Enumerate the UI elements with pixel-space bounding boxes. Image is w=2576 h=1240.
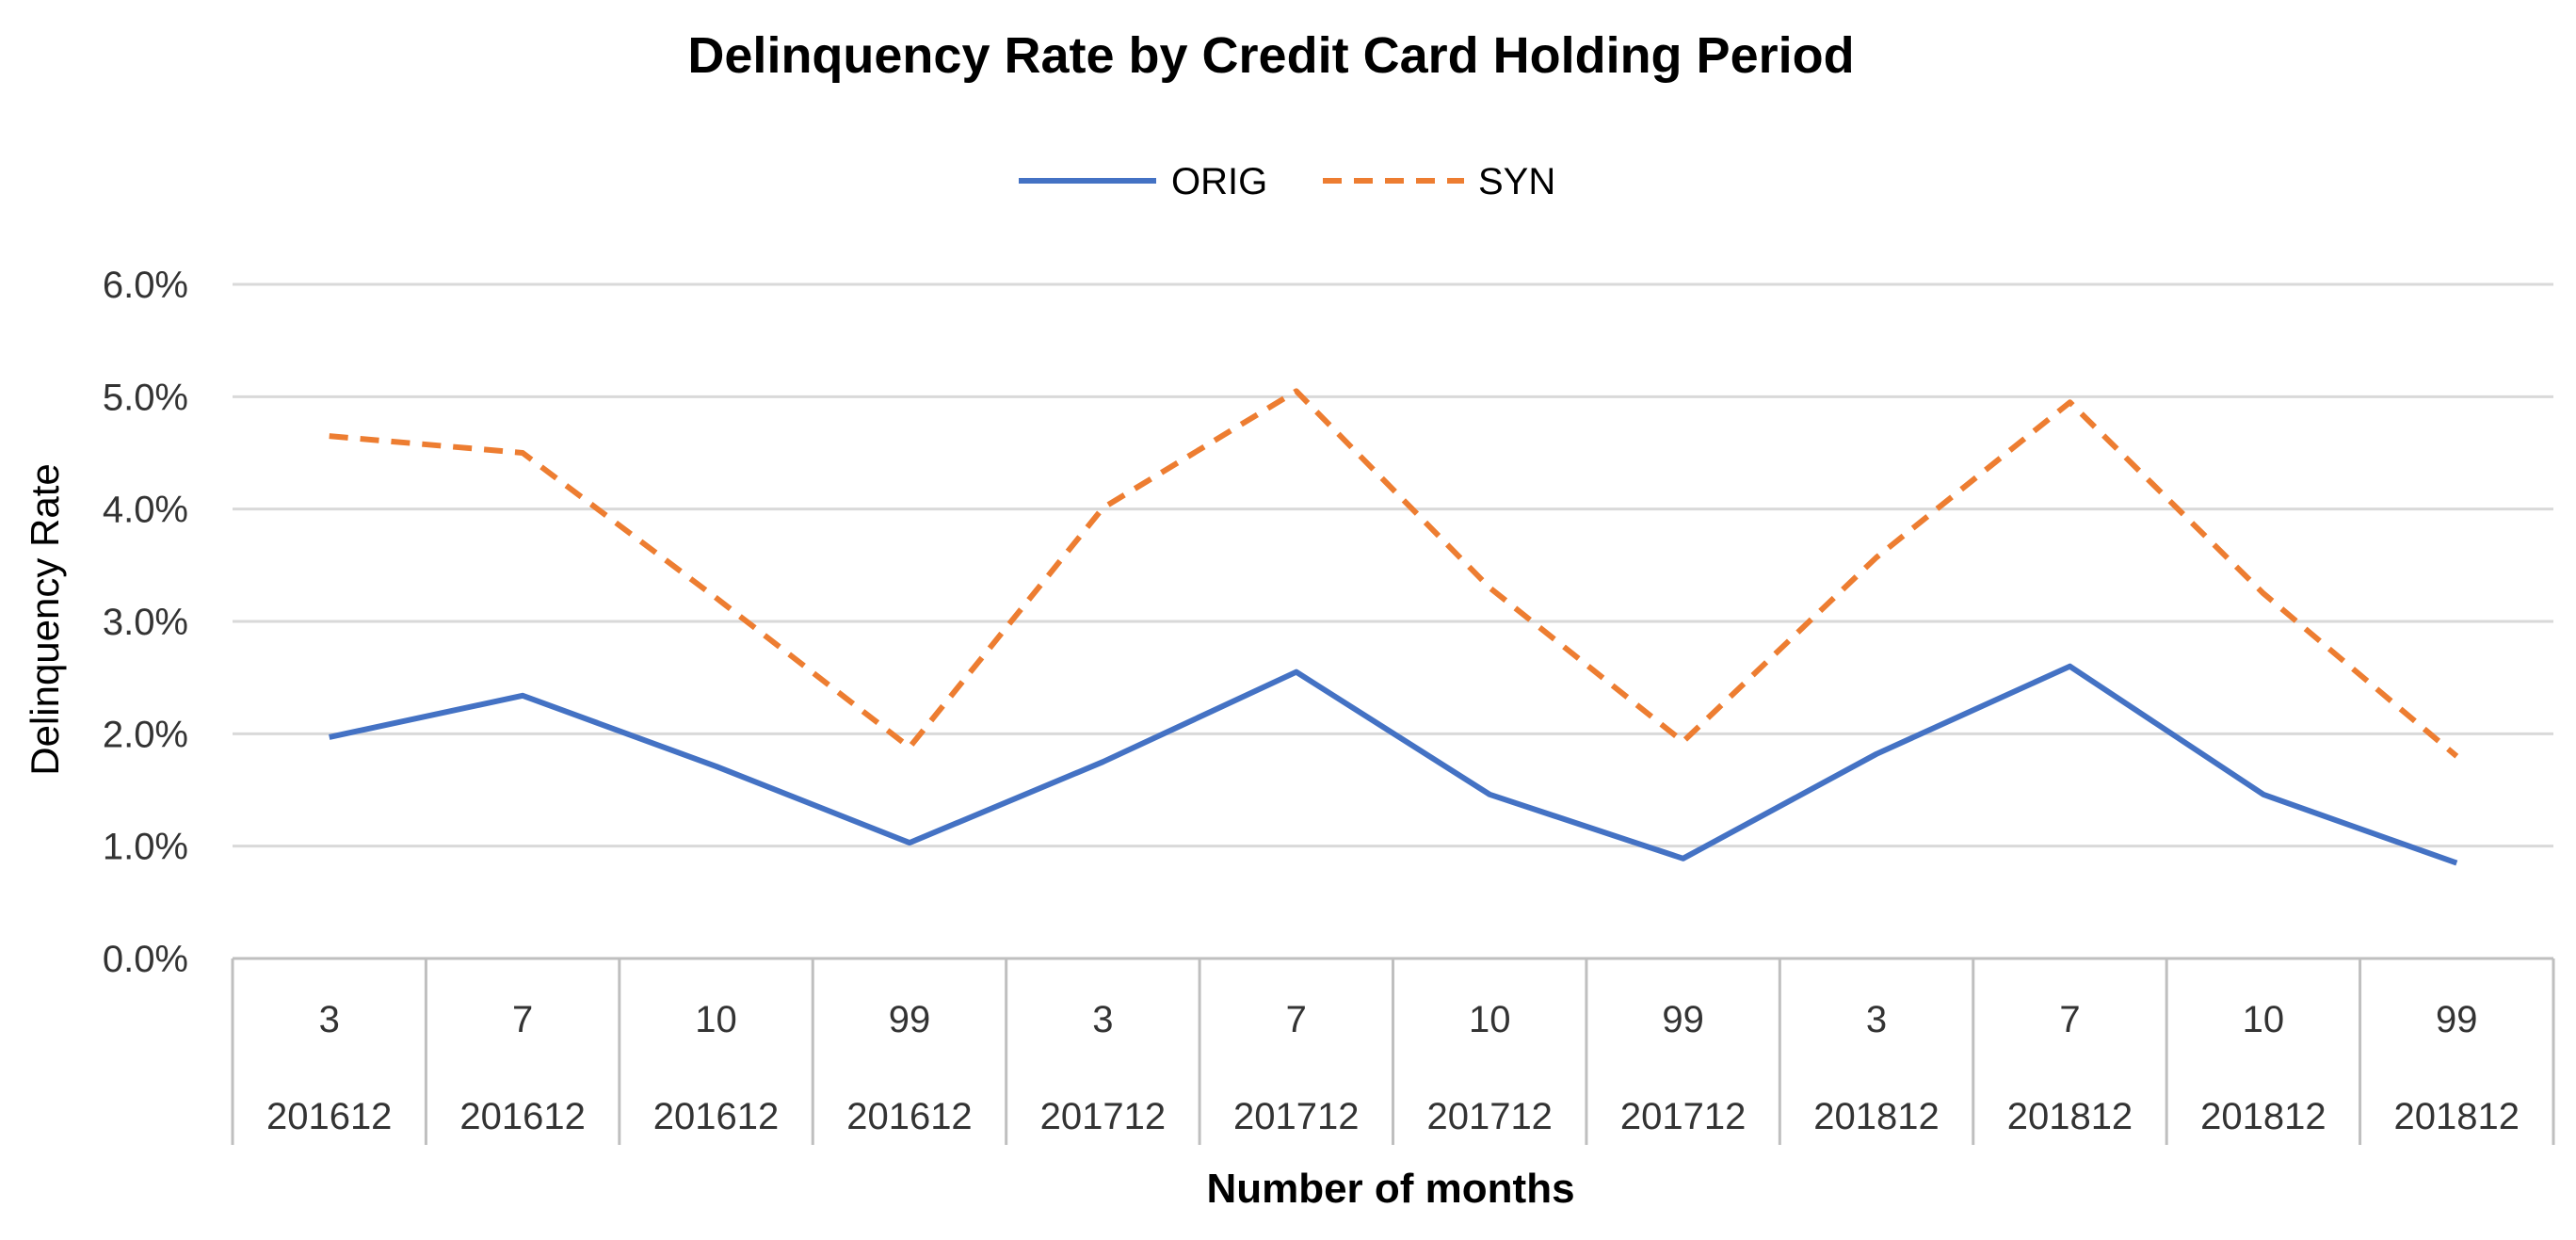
y-tick-label: 0.0% [103,939,188,980]
legend: ORIG SYN [1019,161,1555,202]
x-tick-period: 201712 [1426,1096,1552,1137]
data-point-orig [1681,856,1686,862]
data-point-orig [1100,759,1105,765]
data-point-orig [2261,792,2266,797]
x-tick-period: 201612 [459,1096,585,1137]
y-axis-ticks: 0.0% 1.0% 2.0% 3.0% 4.0% 5.0% 6.0% [103,265,188,980]
data-point-syn [1294,388,1299,394]
x-tick-month: 3 [1866,999,1887,1040]
y-tick-label: 3.0% [103,602,188,643]
data-point-syn [2454,753,2459,759]
data-point-orig [2067,664,2072,669]
x-tick-month: 10 [2243,999,2285,1040]
y-tick-label: 6.0% [103,265,188,306]
data-point-syn [520,450,525,456]
y-tick-label: 2.0% [103,714,188,755]
legend-syn-label: SYN [1478,161,1555,202]
data-point-syn [1681,739,1686,745]
x-tick-month: 99 [1662,999,1704,1040]
data-point-syn [2261,590,2266,596]
x-axis-title: Number of months [1206,1166,1574,1212]
x-tick-period: 201612 [846,1096,972,1137]
x-tick-period: 201712 [1233,1096,1359,1137]
data-point-syn [1487,585,1492,590]
x-tick-period: 201812 [2007,1096,2133,1137]
y-tick-label: 4.0% [103,490,188,531]
x-tick-period: 201712 [1620,1096,1746,1137]
x-tick-period: 201812 [2200,1096,2326,1137]
x-tick-month: 7 [2059,999,2080,1040]
x-tick-period: 201712 [1040,1096,1166,1137]
gridlines [233,282,2553,848]
series-line-syn [329,388,2459,759]
x-tick-period: 201612 [653,1096,779,1137]
x-tick-month: 10 [1469,999,1511,1040]
data-point-orig [327,734,332,740]
x-tick-month: 99 [2436,999,2478,1040]
x-tick-period: 201612 [266,1096,392,1137]
data-point-syn [1100,505,1105,510]
data-point-syn [714,595,719,601]
data-point-syn [907,745,912,750]
x-tick-month: 99 [889,999,931,1040]
legend-orig-label: ORIG [1171,161,1267,202]
data-point-orig [2454,861,2459,866]
data-point-orig [714,764,719,769]
x-tick-month: 3 [319,999,340,1040]
y-axis-title: Delinquency Rate [23,463,67,776]
data-point-orig [520,693,525,699]
data-point-orig [1487,792,1492,797]
x-tick-month: 7 [1286,999,1307,1040]
data-point-syn [2067,399,2072,405]
x-tick-period: 201812 [1813,1096,1939,1137]
y-tick-label: 5.0% [103,377,188,418]
data-point-orig [907,840,912,845]
y-tick-label: 1.0% [103,827,188,868]
x-tick-period: 201812 [2394,1096,2520,1137]
series-lines [327,388,2459,866]
data-point-orig [1294,669,1299,675]
series-line-orig [329,663,2458,866]
chart-title: Delinquency Rate by Credit Card Holding … [687,27,1854,84]
data-point-orig [1874,751,1879,757]
data-point-syn [1874,555,1879,560]
x-axis: 3 201612 7 201612 10 201612 99 201612 3 201712 7 20… [231,957,2555,1145]
x-tick-month: 3 [1092,999,1113,1040]
x-tick-month: 7 [512,999,533,1040]
x-tick-month: 10 [695,999,737,1040]
data-point-syn [327,433,332,439]
